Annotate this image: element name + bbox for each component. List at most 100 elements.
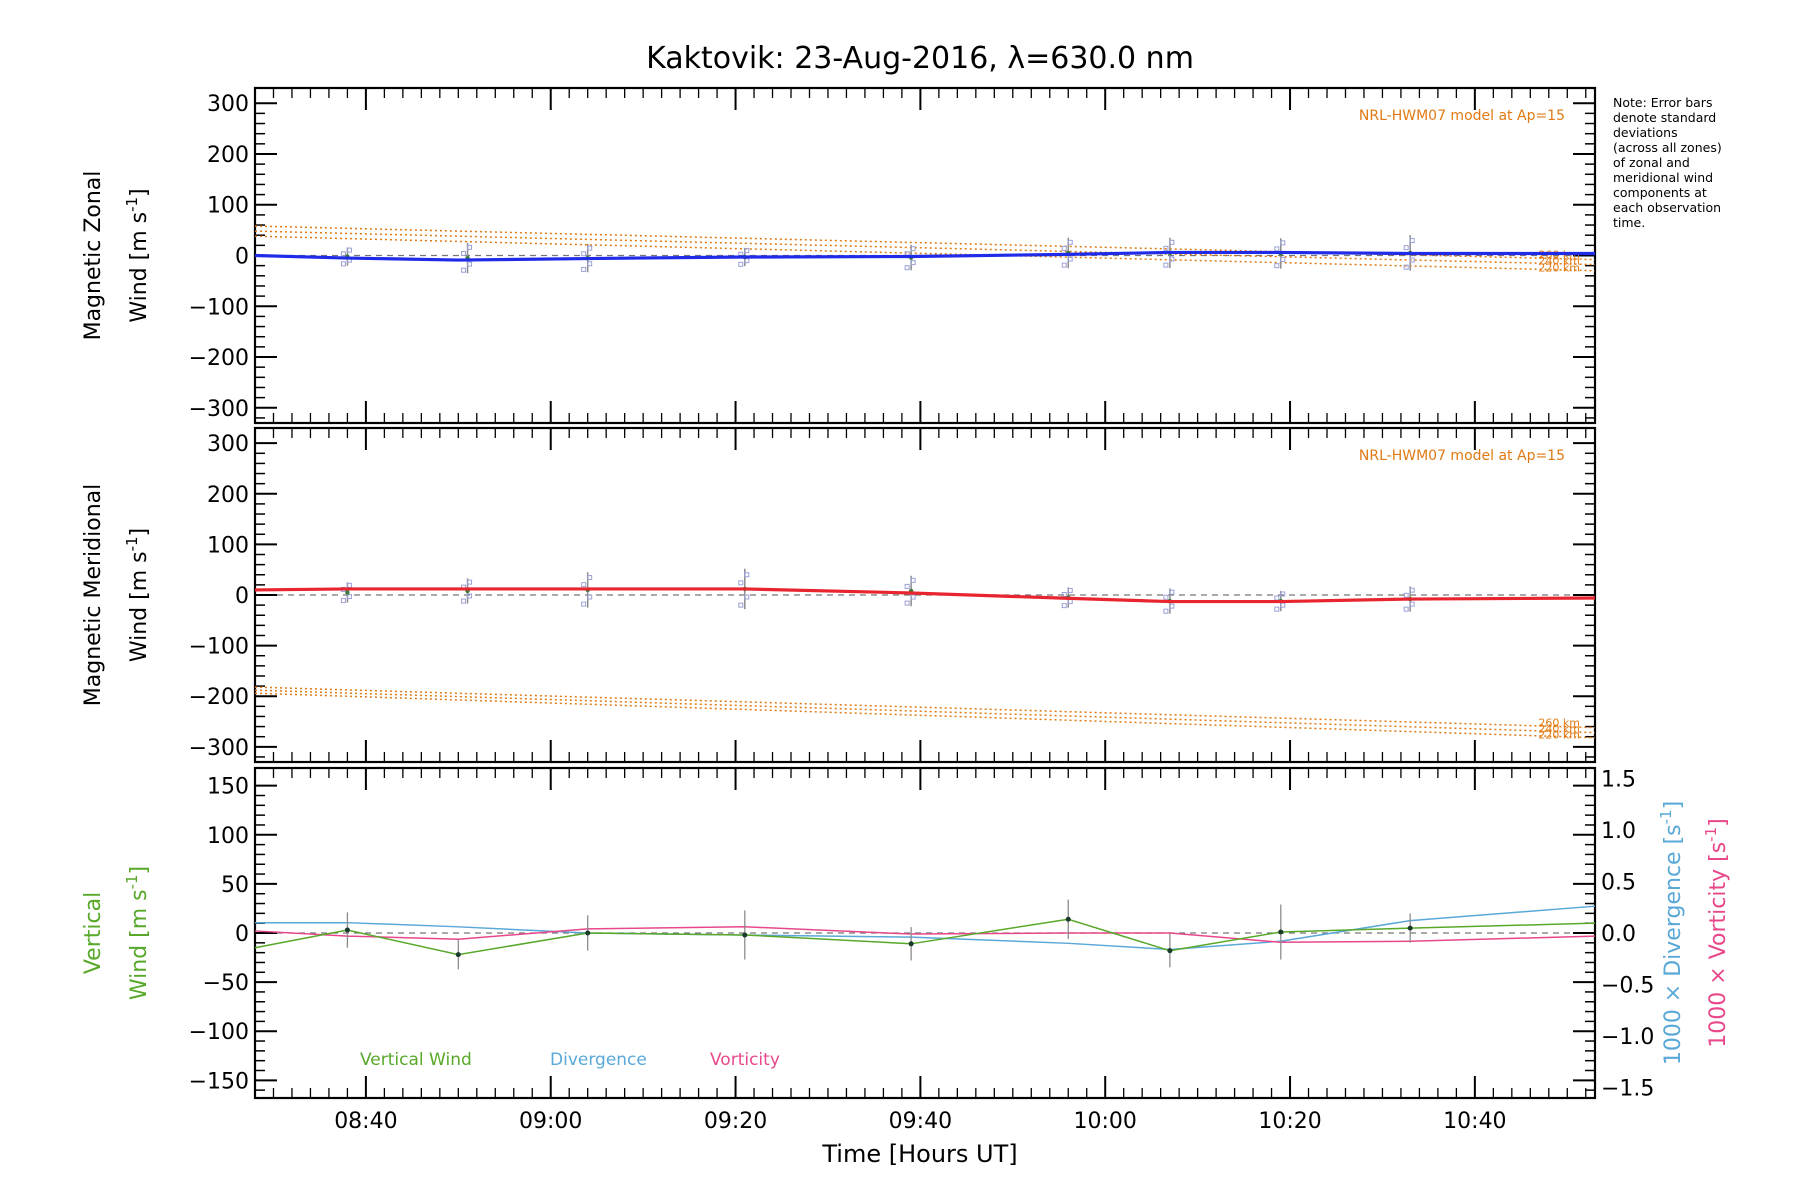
zone-marker [910, 246, 916, 252]
y-tick-label: 50 [221, 873, 249, 898]
x-tick-label: 09:40 [889, 1109, 952, 1134]
zone-marker [1280, 591, 1286, 597]
y-tick-label: −150 [189, 1069, 249, 1094]
vertical-wind-point [455, 952, 461, 958]
note-line: of zonal and [1613, 155, 1690, 170]
y-axis-label: Magnetic Meridional [81, 484, 106, 706]
zone-marker [904, 265, 910, 271]
zone-marker [910, 577, 916, 583]
y-tick-label: 200 [207, 483, 249, 508]
zone-marker [1163, 594, 1169, 600]
zone-marker [1274, 263, 1280, 269]
x-tick-label: 09:00 [519, 1109, 582, 1134]
zone-marker [467, 261, 473, 267]
zone-marker [1403, 264, 1409, 270]
zone-marker [1280, 240, 1286, 246]
vertical-wind-point [1407, 925, 1413, 931]
zone-marker [587, 594, 593, 600]
panels: 300 200 100 0 −100 −200 −300 Magnetic Zonal Wind… [81, 86, 1731, 1134]
y-tick-label: −100 [189, 635, 249, 660]
zone-marker [1169, 239, 1175, 245]
y2-tick-label: 1.5 [1601, 767, 1636, 792]
y-tick-label: −300 [189, 736, 249, 761]
zone-marker [1403, 245, 1409, 251]
model-altitude-label: 220 km [1538, 262, 1580, 275]
vertical-wind-point [344, 927, 350, 933]
y2-tick-label: 1.0 [1601, 819, 1636, 844]
y2-tick-label: −1.5 [1601, 1077, 1654, 1102]
y-tick-label: −200 [189, 346, 249, 371]
legend-vertical-wind: Vertical Wind [360, 1050, 472, 1070]
meridional-wind-line [254, 587, 1596, 604]
zone-marker [1403, 606, 1409, 612]
observation-point [345, 590, 350, 595]
zone-marker [738, 602, 744, 608]
model-altitude-label: 260 km [1538, 717, 1580, 730]
note-line: components at [1613, 185, 1707, 200]
zone-marker [1409, 601, 1415, 607]
zone-marker [1061, 262, 1067, 268]
panel-zonal: 300 200 100 0 −100 −200 −300 Magnetic Zonal Wind… [81, 86, 1597, 425]
zone-marker [340, 251, 346, 257]
zone-marker [587, 245, 593, 251]
zone-marker [1163, 608, 1169, 614]
x-tick-label: 10:40 [1443, 1109, 1506, 1134]
zone-marker [1274, 606, 1280, 612]
zone-marker [1067, 256, 1073, 262]
y-tick-label: 100 [207, 533, 249, 558]
zone-marker [346, 594, 352, 600]
zone-marker [1067, 587, 1073, 593]
zone-marker [340, 598, 346, 604]
zone-marker [1280, 257, 1286, 263]
zone-marker [1409, 238, 1415, 244]
model-line [254, 692, 1596, 739]
model-label: NRL-HWM07 model at Ap=15 [1359, 448, 1565, 464]
y-tick-label: −200 [189, 685, 249, 710]
zone-marker [467, 593, 473, 599]
y-tick-label: 0 [235, 922, 249, 947]
x-tick-label: 09:20 [704, 1109, 767, 1134]
zone-marker [340, 261, 346, 267]
zone-marker [346, 247, 352, 253]
zone-marker [461, 250, 467, 256]
model-label: NRL-HWM07 model at Ap=15 [1359, 108, 1565, 124]
y-tick-label: −100 [189, 295, 249, 320]
y2-tick-label: 0.0 [1601, 922, 1636, 947]
y-tick-label: 100 [207, 824, 249, 849]
zone-marker [904, 600, 910, 606]
y2-tick-label: 0.5 [1601, 870, 1636, 895]
zone-marker [744, 258, 750, 264]
zone-marker [1169, 589, 1175, 595]
y2-axis-label-vorticity: 1000 × Vorticity [s-1] [1702, 818, 1731, 1047]
vertical-wind-point [1065, 916, 1071, 922]
zone-marker [1409, 587, 1415, 593]
model-altitude-label: 240 km [1538, 723, 1580, 736]
zone-marker [581, 601, 587, 607]
zone-marker [1169, 603, 1175, 609]
y-tick-label: −100 [189, 1020, 249, 1045]
zone-marker [1067, 239, 1073, 245]
model-altitude-label: 220 km [1538, 729, 1580, 742]
x-tick-label: 08:40 [334, 1109, 397, 1134]
model-altitude-label: 240 km [1538, 255, 1580, 268]
y-axis-units: Wind [m s-1] [123, 188, 152, 322]
y-tick-label: 100 [207, 194, 249, 219]
panel-vertical: 150 100 50 0 −50 −100 −150 Vertical Wind [m s-1]… [81, 766, 1731, 1134]
note-line: Note: Error bars [1613, 95, 1712, 110]
zone-marker [904, 583, 910, 589]
zone-marker [738, 580, 744, 586]
panel-meridional: 300 200 100 0 −100 −200 −300 Magnetic Meridiona… [81, 426, 1597, 764]
vertical-wind-point [1167, 948, 1173, 954]
y-tick-label: 300 [207, 92, 249, 117]
zone-marker [1403, 592, 1409, 598]
x-axis-label: Time [Hours UT] [821, 1140, 1017, 1168]
y-axis-label: Vertical [81, 892, 106, 974]
zone-marker [461, 267, 467, 273]
vertical-wind-point [908, 941, 914, 947]
y-tick-label: 0 [235, 245, 249, 270]
y2-tick-label: −1.0 [1601, 1025, 1654, 1050]
note-line: deviations [1613, 125, 1678, 140]
note-line: each observation [1613, 200, 1721, 215]
